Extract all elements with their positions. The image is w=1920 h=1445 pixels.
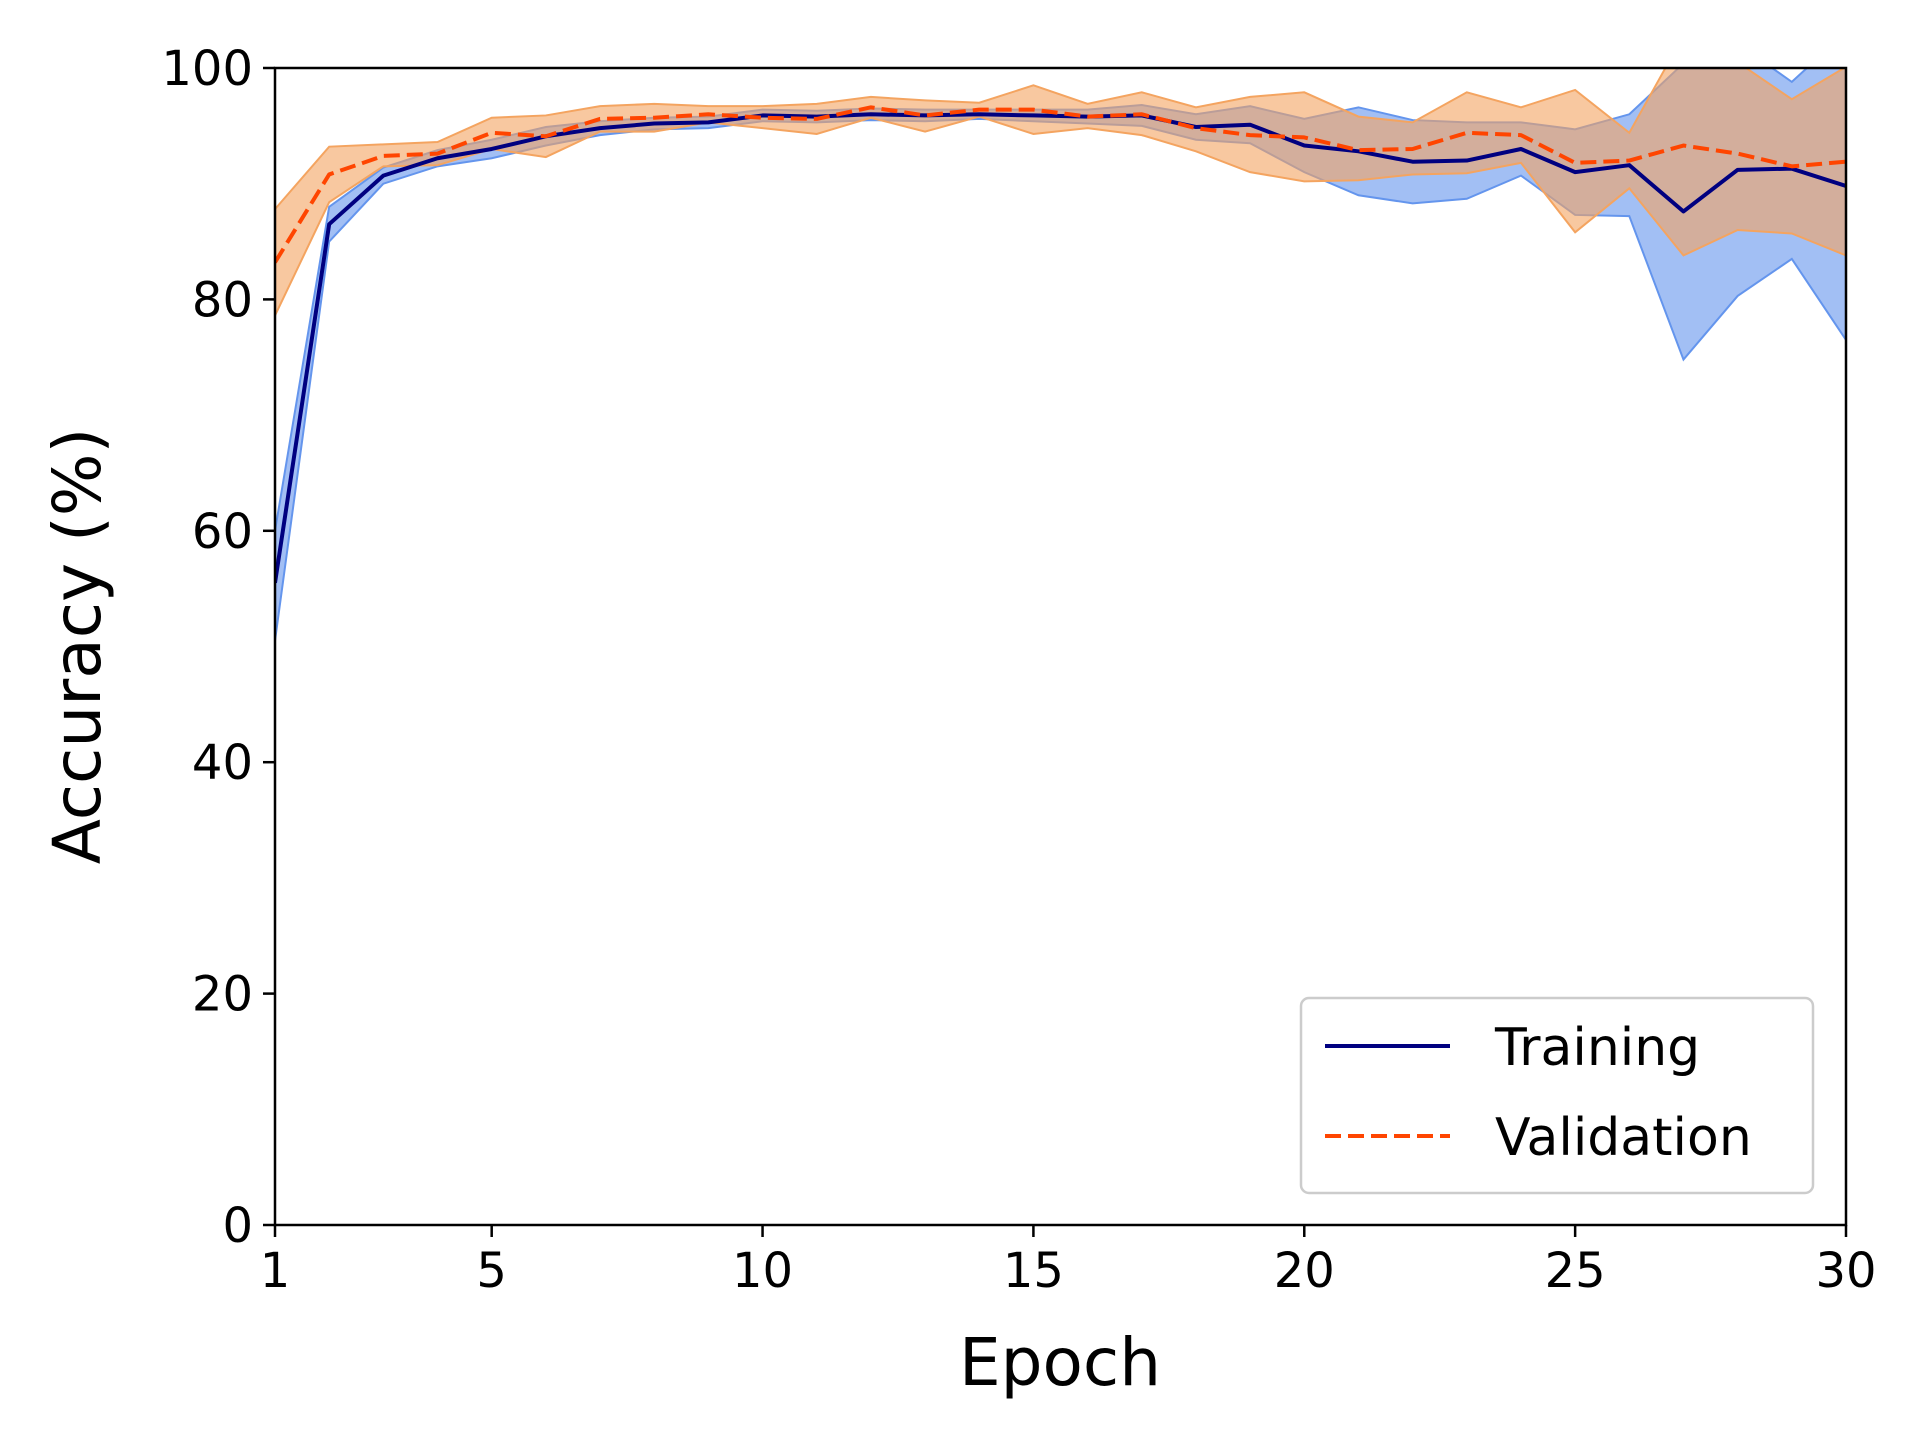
y-axis-label: Accuracy (%) xyxy=(39,428,116,865)
x-tick-label: 1 xyxy=(260,1243,291,1299)
y-tick-label: 60 xyxy=(192,504,253,560)
x-tick-label: 5 xyxy=(476,1243,507,1299)
legend: Training Validation xyxy=(1301,998,1813,1193)
y-tick-label: 80 xyxy=(192,272,253,328)
y-tick-label: 40 xyxy=(192,735,253,791)
legend-label-validation: Validation xyxy=(1495,1108,1752,1168)
legend-label-training: Training xyxy=(1494,1018,1700,1078)
x-tick-label: 30 xyxy=(1815,1243,1876,1299)
x-tick-label: 20 xyxy=(1274,1243,1335,1299)
x-tick-label: 10 xyxy=(732,1243,793,1299)
y-tick-label: 20 xyxy=(192,967,253,1023)
x-axis-label: Epoch xyxy=(959,1324,1161,1401)
x-tick-label: 15 xyxy=(1003,1243,1064,1299)
y-tick-label: 100 xyxy=(161,41,253,97)
x-tick-label: 25 xyxy=(1545,1243,1606,1299)
y-tick-label: 0 xyxy=(222,1198,253,1254)
